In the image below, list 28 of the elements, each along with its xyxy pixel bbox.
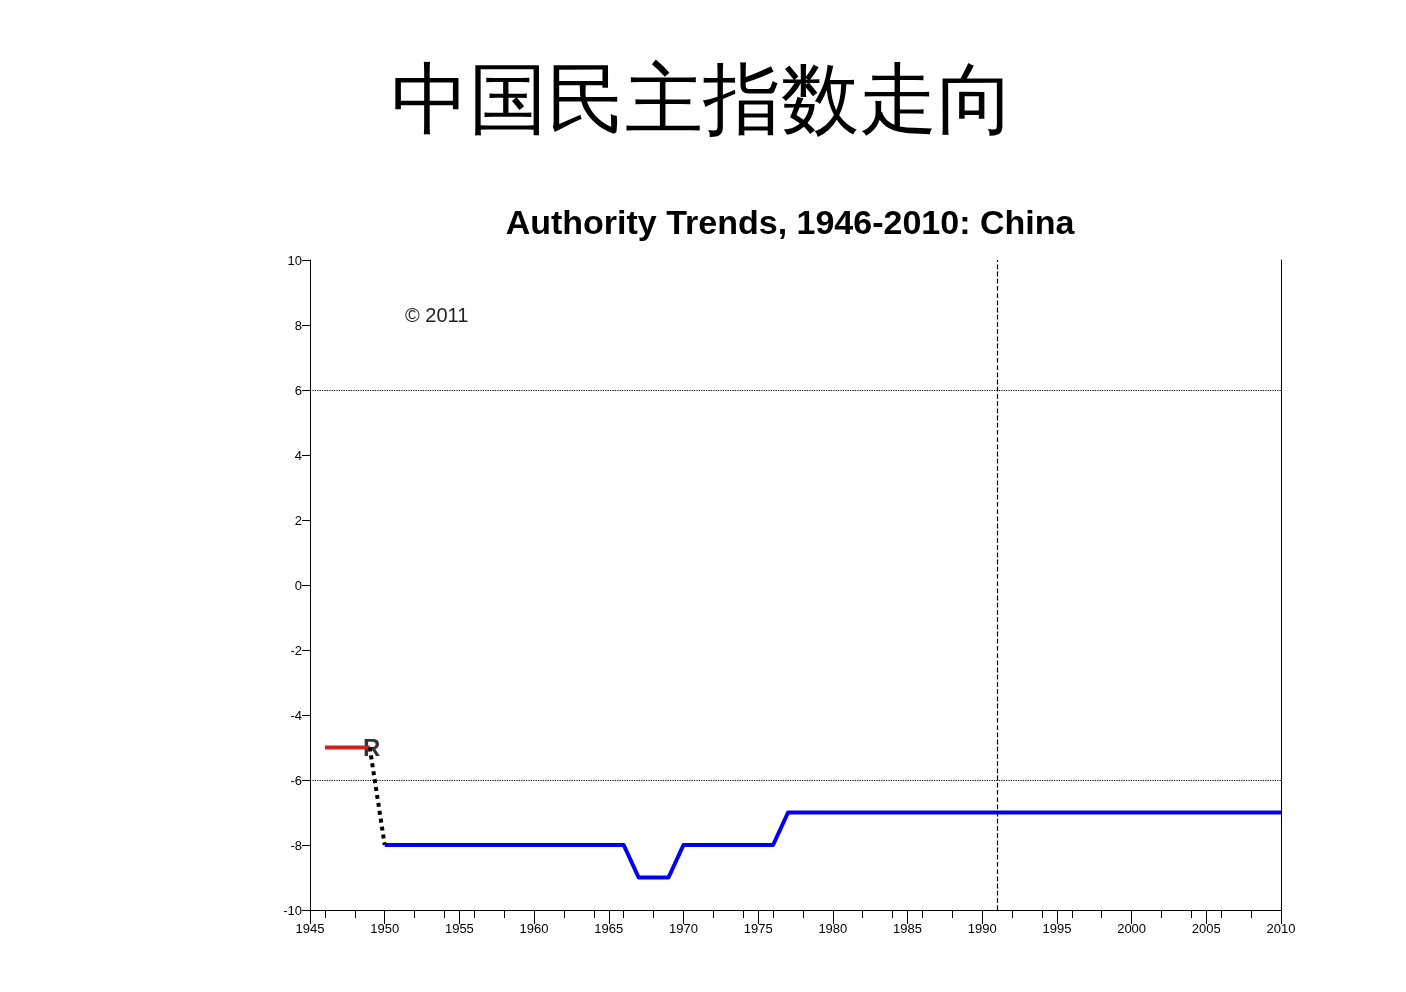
x-tick-label: 2000 <box>1117 921 1147 936</box>
y-tick-label: 2 <box>294 512 302 528</box>
chart-subtitle: Authority Trends, 1946-2010: China <box>505 203 1076 241</box>
x-tick-label: 2010 <box>1266 921 1296 936</box>
x-tick-label: 1960 <box>519 921 549 936</box>
annotation: © 2011 <box>405 304 469 326</box>
x-tick-label: 1965 <box>594 921 624 936</box>
y-tick-label: 6 <box>294 382 302 398</box>
y-tick-label: 10 <box>287 252 302 268</box>
y-tick-label: -6 <box>290 772 302 788</box>
x-tick-label: 1995 <box>1042 921 1072 936</box>
y-tick-label: 8 <box>294 317 302 333</box>
x-tick-label: 1980 <box>818 921 848 936</box>
y-tick-label: -8 <box>290 837 302 853</box>
x-tick-label: 1955 <box>444 921 474 936</box>
x-tick-label: 2005 <box>1191 921 1221 936</box>
x-tick-label: 1950 <box>370 921 400 936</box>
y-tick-label: -10 <box>283 902 302 918</box>
x-tick-label: 1970 <box>669 921 698 936</box>
x-tick-label: 1975 <box>743 921 773 936</box>
x-tick-label: 1985 <box>893 921 922 936</box>
x-tick-label: 1990 <box>967 921 997 936</box>
y-tick-label: 0 <box>294 577 302 593</box>
y-tick-label: -4 <box>290 707 302 723</box>
chart-title: 中国民主指数走向 <box>391 54 1015 144</box>
y-tick-label: -2 <box>290 642 302 658</box>
x-tick-label: 1945 <box>295 921 325 936</box>
y-tick-label: 4 <box>294 447 302 463</box>
